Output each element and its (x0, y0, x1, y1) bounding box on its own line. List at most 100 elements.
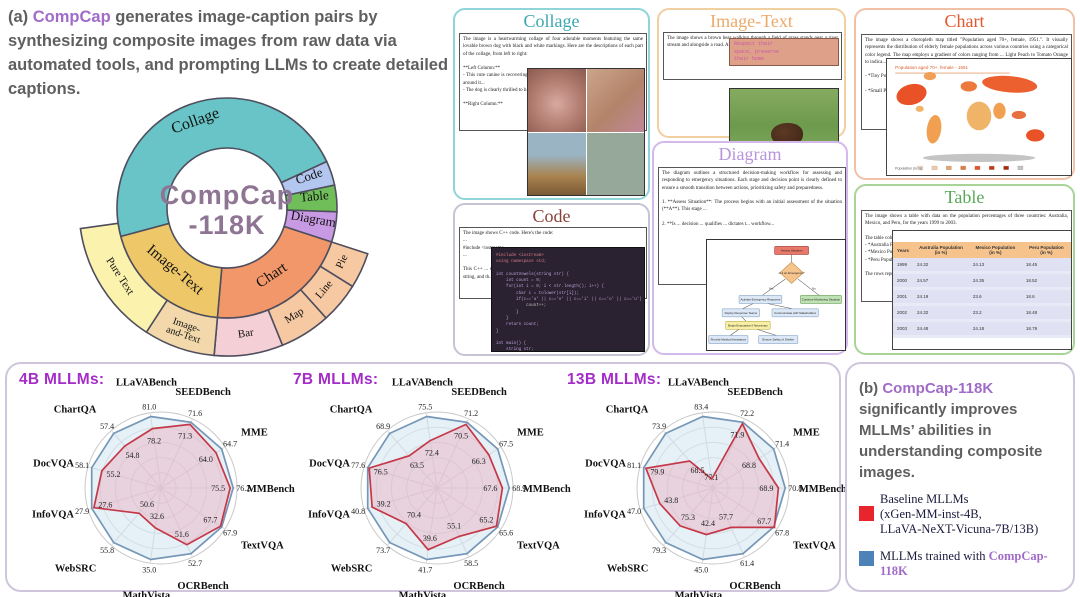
svg-text:MMBench: MMBench (523, 484, 571, 495)
svg-text:MME: MME (793, 428, 820, 439)
chart-card: Chart The image shows a choropleth map t… (854, 8, 1075, 180)
svg-text:Population (in %): Population (in %) (895, 167, 922, 171)
svg-text:81.0: 81.0 (142, 403, 156, 412)
svg-text:66.3: 66.3 (472, 457, 486, 466)
svg-text:43.8: 43.8 (664, 496, 678, 505)
legend-baseline-line: LLaVA-NeXT-Vicuna-7B/13B) (880, 522, 1039, 536)
svg-text:Ensure Safety of Shelter: Ensure Safety of Shelter (762, 338, 794, 342)
svg-text:67.9: 67.9 (223, 528, 237, 537)
collage-card: Collage The image is a heartwarming coll… (453, 8, 650, 200)
svg-text:Population aged 70+, female -: Population aged 70+, female - 1951 (895, 65, 968, 70)
svg-text:58.5: 58.5 (464, 559, 478, 568)
svg-text:65.6: 65.6 (499, 528, 513, 537)
svg-text:71.9: 71.9 (730, 431, 744, 440)
svg-text:77.6: 77.6 (351, 461, 365, 470)
legend-baseline: Baseline MLLMs (xGen-MM-inst-4B, LLaVA-N… (859, 492, 1069, 537)
collage-card-title: Collage (523, 11, 580, 31)
svg-text:68.8: 68.8 (742, 461, 756, 470)
svg-text:71.3: 71.3 (178, 431, 192, 440)
svg-text:WebSRC: WebSRC (55, 564, 96, 575)
code-card-title: Code (532, 206, 571, 226)
svg-text:ChartQA: ChartQA (54, 404, 97, 415)
svg-text:72.2: 72.2 (740, 409, 754, 418)
svg-text:InfoVQA: InfoVQA (308, 510, 350, 521)
svg-text:55.1: 55.1 (447, 521, 461, 530)
svg-text:InfoVQA: InfoVQA (32, 510, 74, 521)
svg-text:LLaVABench: LLaVABench (668, 377, 729, 388)
caption-overlay: Respect their space, preserve their home (729, 38, 839, 66)
svg-text:Assess Situation: Assess Situation (781, 249, 803, 253)
svg-text:Deploy Response Teams: Deploy Response Teams (725, 311, 758, 315)
svg-text:Is it an Emergency?: Is it an Emergency? (779, 271, 805, 275)
caption-b-prefix: (b) (859, 380, 883, 397)
svg-text:67.7: 67.7 (203, 516, 217, 525)
svg-text:47.0: 47.0 (627, 507, 641, 516)
caption-b-brand: CompCap-118K (882, 380, 994, 397)
dog-photo (528, 69, 586, 132)
svg-text:81.1: 81.1 (627, 461, 641, 470)
svg-text:Pie: Pie (334, 253, 351, 271)
svg-text:67.6: 67.6 (483, 484, 497, 493)
svg-text:LLaVABench: LLaVABench (116, 377, 177, 388)
svg-text:54.8: 54.8 (126, 451, 140, 460)
svg-text:TextVQA: TextVQA (517, 540, 560, 551)
legend-trained-brand: CompCap-118K (880, 549, 1048, 578)
svg-text:68.9: 68.9 (376, 422, 390, 431)
svg-text:76.2: 76.2 (236, 484, 250, 493)
svg-text:68.9: 68.9 (512, 484, 526, 493)
legend-baseline-line: Baseline MLLMs (880, 492, 969, 506)
table-card-title: Table (944, 187, 985, 207)
svg-text:Communicate with Stakeholders: Communicate with Stakeholders (774, 311, 816, 315)
svg-text:LLaVABench: LLaVABench (392, 377, 453, 388)
svg-text:InfoVQA: InfoVQA (584, 510, 626, 521)
svg-text:75.5: 75.5 (418, 403, 432, 412)
svg-text:64.0: 64.0 (199, 455, 213, 464)
svg-text:61.4: 61.4 (740, 559, 754, 568)
svg-text:39.6: 39.6 (423, 534, 437, 543)
dog-photo (586, 132, 644, 195)
svg-text:79.9: 79.9 (650, 468, 664, 477)
caption-a-prefix: (a) (8, 8, 33, 26)
overlay-line: Respect their (734, 41, 774, 47)
svg-text:70.8: 70.8 (788, 484, 802, 493)
panel-a-caption: (a) CompCap generates image-caption pair… (8, 6, 456, 102)
diagram-card-title: Diagram (718, 144, 782, 164)
svg-text:63.5: 63.5 (410, 461, 424, 470)
caption-a-text: generates image-caption pairs by synthes… (8, 8, 449, 98)
radar-title-7b: 7B MLLMs: (293, 371, 379, 388)
svg-text:57.4: 57.4 (100, 422, 114, 431)
svg-text:WebSRC: WebSRC (331, 564, 372, 575)
legend-baseline-line: (xGen-MM-inst-4B, (880, 507, 982, 521)
svg-text:65.2: 65.2 (479, 516, 493, 525)
population-table-image: Years Australia Population (in %) Mexico P… (892, 230, 1072, 350)
legend-baseline-text: Baseline MLLMs (xGen-MM-inst-4B, LLaVA-N… (880, 492, 1038, 537)
svg-text:Table: Table (299, 187, 329, 204)
svg-text:73.9: 73.9 (652, 422, 666, 431)
svg-text:CompCap: CompCap (160, 180, 295, 210)
svg-text:71.6: 71.6 (188, 409, 202, 418)
svg-text:MathVista: MathVista (399, 591, 447, 597)
diagram-card-body: The diagram outlines a structured decisi… (658, 167, 846, 285)
svg-text:57.7: 57.7 (719, 512, 733, 521)
svg-text:70.5: 70.5 (454, 431, 468, 440)
table-card: Table The image shows a table with data … (854, 184, 1075, 355)
svg-text:76.5: 76.5 (374, 467, 388, 476)
svg-text:Activate Emergency Response: Activate Emergency Response (740, 298, 780, 302)
legend-trained-prefix: MLLMs trained with (880, 549, 989, 563)
svg-text:40.8: 40.8 (351, 507, 365, 516)
svg-text:58.1: 58.1 (75, 461, 89, 470)
svg-text:Begin Evacuation if Necessary: Begin Evacuation if Necessary (728, 323, 768, 327)
dog-photo (528, 132, 586, 195)
dog-photo (586, 69, 644, 132)
svg-text:OCRBench: OCRBench (729, 581, 780, 592)
svg-text:78.2: 78.2 (147, 436, 161, 445)
svg-text:Bar: Bar (237, 326, 255, 340)
svg-text:45.0: 45.0 (694, 565, 708, 574)
svg-text:73.7: 73.7 (376, 546, 390, 555)
svg-text:67.8: 67.8 (775, 528, 789, 537)
svg-text:68.9: 68.9 (759, 484, 773, 493)
